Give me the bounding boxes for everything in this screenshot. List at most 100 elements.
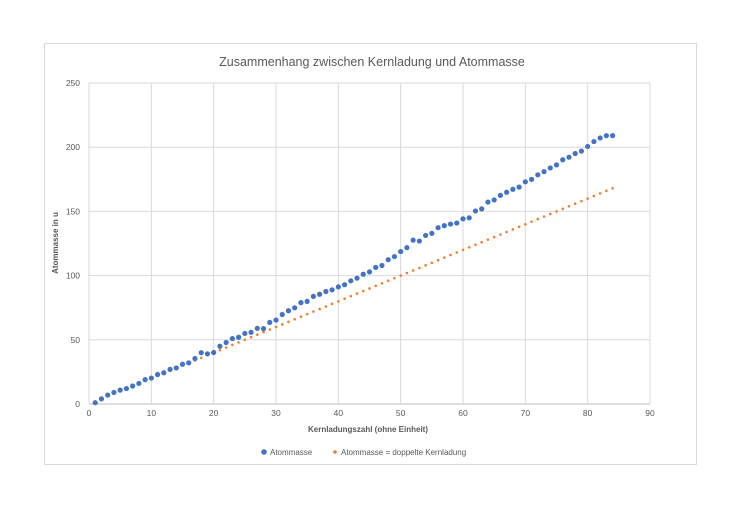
data-point-atommasse [572, 150, 578, 157]
data-point-atommasse [335, 284, 341, 290]
data-point-doppelte-kernladung [424, 264, 427, 267]
data-point-doppelte-kernladung [505, 230, 508, 234]
data-point-doppelte-kernladung [237, 341, 240, 344]
data-point-atommasse [304, 298, 310, 305]
data-point-doppelte-kernladung [343, 297, 346, 301]
data-point-doppelte-kernladung [337, 299, 340, 303]
data-point-atommasse [254, 325, 260, 331]
data-point-doppelte-kernladung [436, 258, 440, 262]
data-point-doppelte-kernladung [305, 312, 309, 316]
data-point-doppelte-kernladung [455, 251, 459, 254]
data-point-atommasse [441, 223, 447, 229]
data-point-atommasse [535, 172, 541, 178]
data-point-doppelte-kernladung [293, 317, 297, 321]
data-point-doppelte-kernladung [199, 356, 203, 360]
data-point-atommasse [323, 288, 329, 295]
data-point-atommasse [379, 262, 385, 269]
data-point-atommasse [429, 230, 435, 236]
data-point-doppelte-kernladung [386, 279, 390, 283]
data-point-atommasse [186, 360, 192, 366]
data-point-atommasse [267, 319, 273, 326]
data-point-atommasse [167, 366, 173, 372]
y-tick-label: 150 [66, 206, 80, 216]
data-point-doppelte-kernladung [443, 256, 446, 259]
x-tick-label: 60 [458, 408, 468, 418]
data-point-atommasse [460, 216, 466, 222]
data-point-atommasse [98, 396, 105, 402]
data-point-doppelte-kernladung [411, 269, 415, 272]
data-point-atommasse [123, 385, 129, 392]
data-point-atommasse [223, 339, 229, 346]
data-point-atommasse [416, 238, 422, 244]
data-point-atommasse [298, 300, 304, 306]
data-point-atommasse [454, 220, 460, 226]
data-point-atommasse [279, 311, 285, 318]
data-point-atommasse [117, 387, 123, 393]
data-point-atommasse [317, 291, 323, 297]
data-point-atommasse [516, 184, 522, 190]
data-point-doppelte-kernladung [368, 287, 371, 290]
data-point-atommasse [560, 157, 566, 163]
data-point-doppelte-kernladung [349, 294, 353, 298]
data-point-doppelte-kernladung [231, 343, 234, 347]
data-point-doppelte-kernladung [474, 243, 477, 247]
data-point-doppelte-kernladung [287, 320, 290, 324]
data-point-doppelte-kernladung [542, 215, 546, 218]
data-point-doppelte-kernladung [255, 333, 259, 336]
legend: Atommasse Atommasse = doppelte Kernladun… [261, 448, 466, 457]
data-point-atommasse [566, 154, 572, 160]
y-tick-label: 200 [66, 142, 80, 152]
data-point-doppelte-kernladung [312, 310, 315, 313]
data-point-doppelte-kernladung [598, 192, 602, 195]
data-point-doppelte-kernladung [517, 225, 521, 229]
data-point-atommasse [391, 253, 398, 260]
data-point-doppelte-kernladung [330, 302, 334, 306]
x-tick-label: 0 [87, 408, 92, 418]
data-point-doppelte-kernladung [405, 271, 409, 275]
data-point-atommasse [541, 169, 547, 175]
data-point-doppelte-kernladung [268, 328, 272, 331]
data-point-doppelte-kernladung [218, 348, 222, 352]
data-point-doppelte-kernladung [555, 210, 558, 213]
data-point-doppelte-kernladung [324, 305, 328, 308]
data-point-atommasse [310, 293, 316, 300]
data-point-atommasse [130, 383, 136, 389]
data-point-doppelte-kernladung [592, 194, 596, 198]
grid [88, 82, 651, 405]
x-tick-label: 80 [583, 408, 593, 418]
data-point-atommasse [285, 308, 292, 314]
x-tick-label: 40 [334, 408, 344, 418]
data-point-atommasse [585, 143, 591, 150]
x-tick-label: 70 [521, 408, 531, 418]
data-point-atommasse [92, 400, 98, 406]
data-point-doppelte-kernladung [480, 240, 484, 244]
y-tick-labels: 0 50 100 150 200 250 [66, 78, 80, 409]
data-point-doppelte-kernladung [567, 204, 571, 208]
data-point-atommasse [148, 375, 154, 381]
data-point-doppelte-kernladung [467, 246, 471, 249]
x-tick-label: 30 [271, 408, 281, 418]
data-point-atommasse [211, 349, 217, 356]
data-point-atommasse [204, 351, 211, 357]
data-point-doppelte-kernladung [530, 220, 533, 223]
data-point-doppelte-kernladung [586, 197, 589, 200]
y-tick-label: 0 [75, 399, 80, 409]
data-point-atommasse [292, 305, 298, 311]
data-point-doppelte-kernladung [605, 189, 608, 193]
data-point-atommasse [360, 271, 366, 277]
data-point-atommasse [179, 361, 186, 367]
series-atommasse [92, 133, 616, 406]
data-point-doppelte-kernladung [580, 199, 583, 203]
data-point-atommasse [547, 165, 553, 171]
data-point-atommasse [504, 189, 510, 195]
data-point-atommasse [242, 330, 248, 337]
data-point-doppelte-kernladung [393, 276, 396, 280]
legend-marker-doppelte-kernladung [333, 450, 337, 454]
data-point-doppelte-kernladung [418, 266, 421, 270]
x-tick-label: 10 [147, 408, 157, 418]
data-point-doppelte-kernladung [361, 289, 365, 293]
data-point-atommasse [105, 392, 111, 398]
data-point-doppelte-kernladung [536, 217, 540, 221]
x-tick-labels: 0 10 20 30 40 50 60 70 80 90 [87, 408, 655, 418]
